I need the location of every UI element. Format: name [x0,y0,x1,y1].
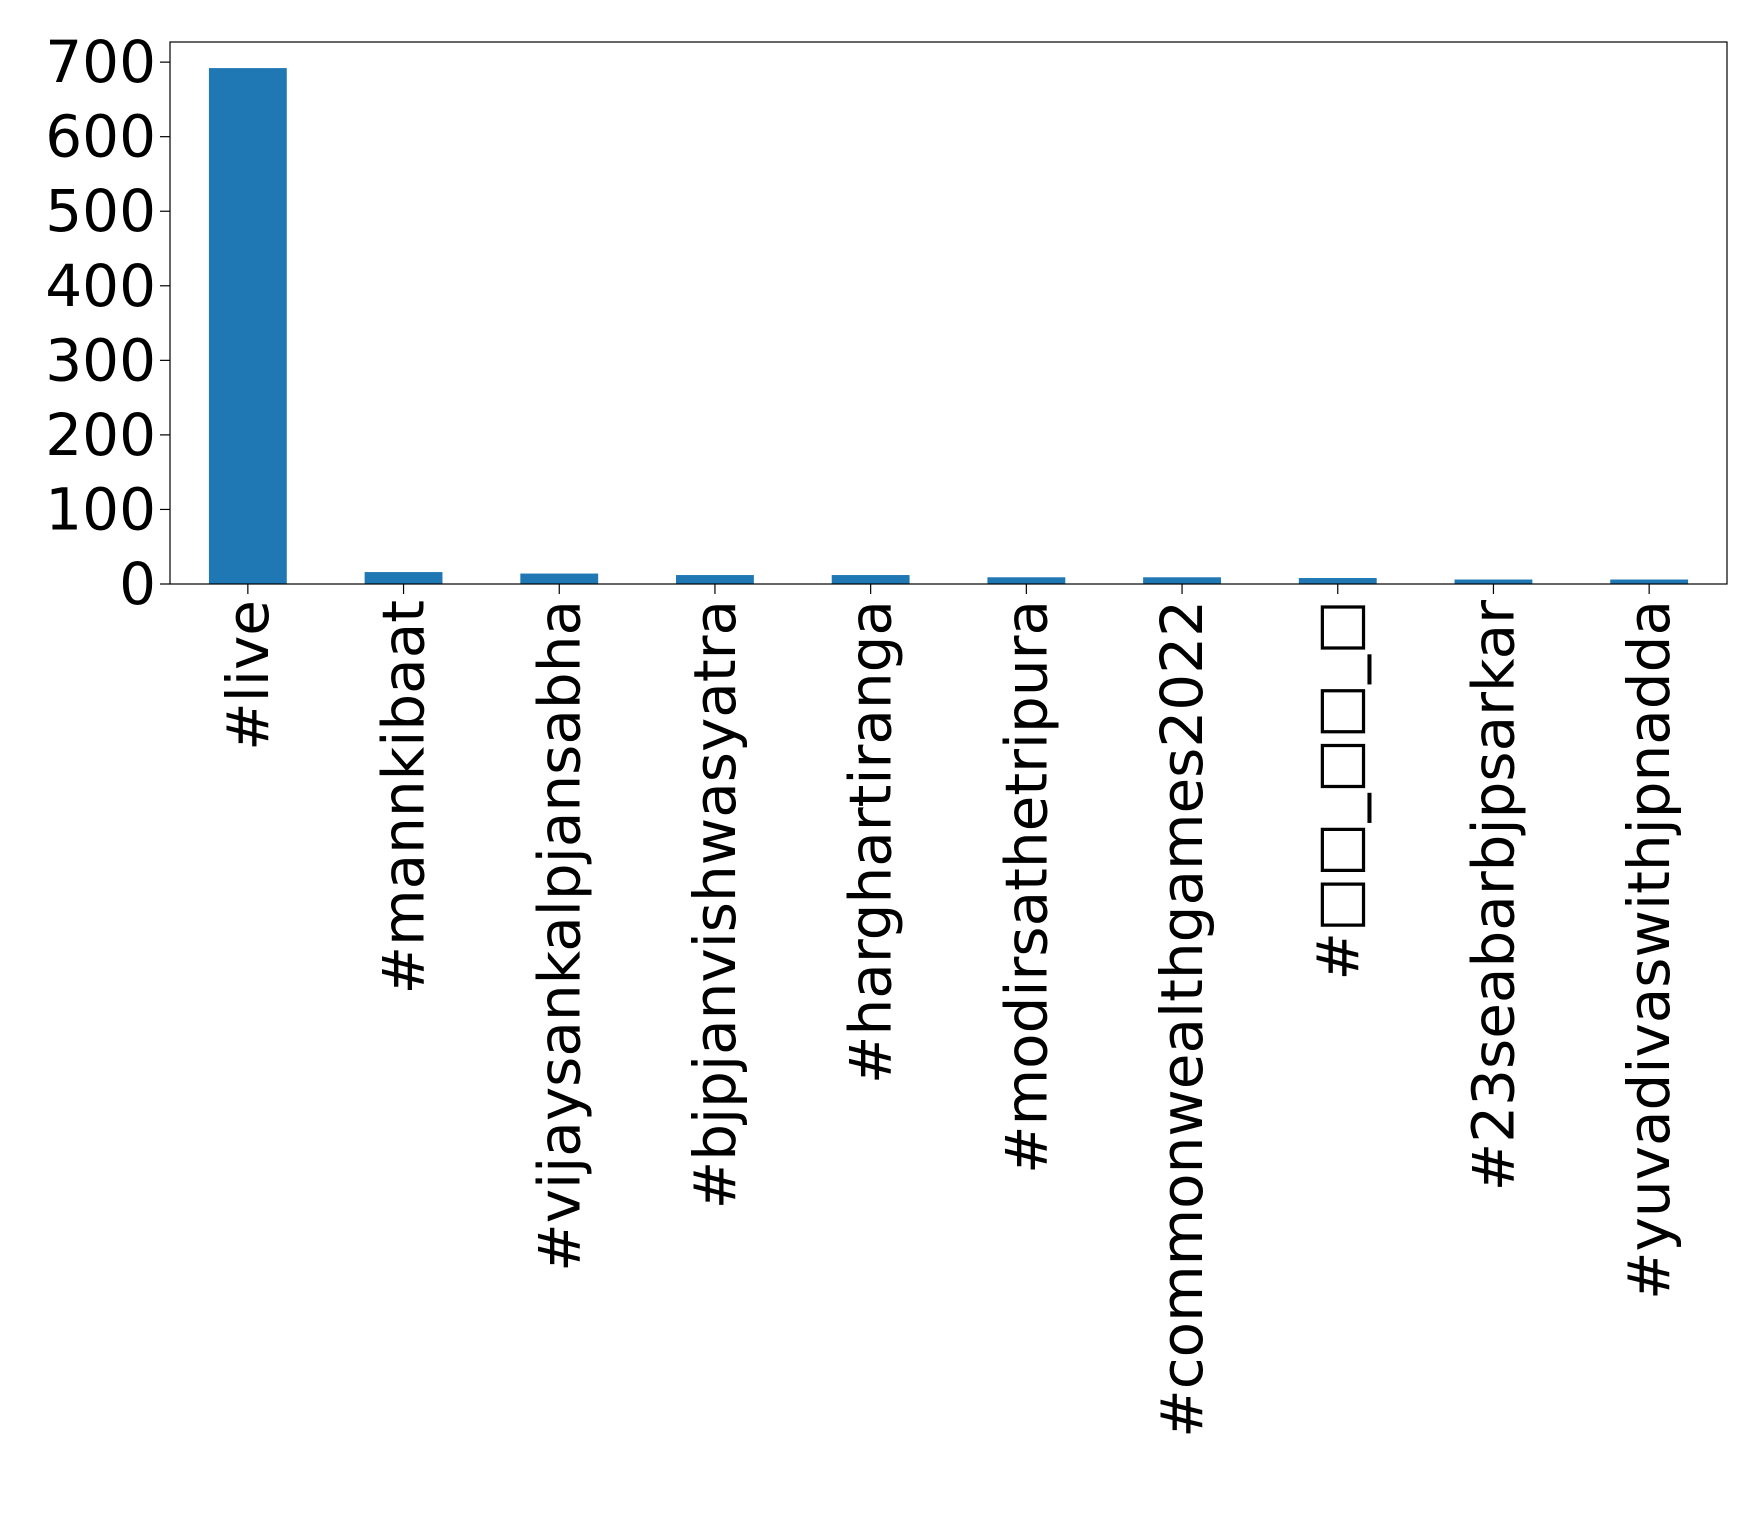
y-tick-label-4: 400 [45,252,156,320]
axes-layer [169,41,1728,585]
x-tick-label-8: #23seabarbjpsarkar [1459,600,1527,1192]
bar-0 [208,68,287,585]
x-tick-label-0: #live [214,600,282,751]
bar-4 [831,575,910,584]
y-tick-label-3: 300 [45,326,156,394]
y-tick-label-0: 0 [119,550,156,618]
plot-frame [169,41,1728,585]
y-tick-label-5: 500 [45,177,156,245]
bar-7 [1298,578,1377,584]
x-tick-label-6: #commonwealthgames2022 [1148,600,1216,1438]
y-tick-label-1: 100 [45,475,156,543]
x-tick-label-2: #vijaysankalpjansabha [525,600,593,1272]
x-tick-label-4: #harghartiranga [837,600,905,1084]
x-tick-label-3: #bjpjanvishwasyatra [681,600,749,1209]
x-tick-label-1: #mannkibaat [370,600,438,995]
bar-8 [1454,579,1533,584]
x-tick-label-7: #□□_□□_□ [1304,600,1372,981]
y-tick-label-7: 700 [45,28,156,96]
bar-5 [987,577,1066,584]
y-tick-label-6: 600 [45,103,156,171]
bar-3 [676,575,754,584]
bar-1 [364,572,443,584]
x-tick-label-5: #modirsathetripura [992,600,1060,1174]
bar-2 [520,573,599,584]
bar-6 [1143,577,1221,584]
y-tick-label-2: 200 [45,401,156,469]
bar-9 [1610,579,1689,584]
bars-layer [208,68,1689,585]
x-tick-label-9: #yuvadivaswithjpnadda [1615,600,1683,1300]
